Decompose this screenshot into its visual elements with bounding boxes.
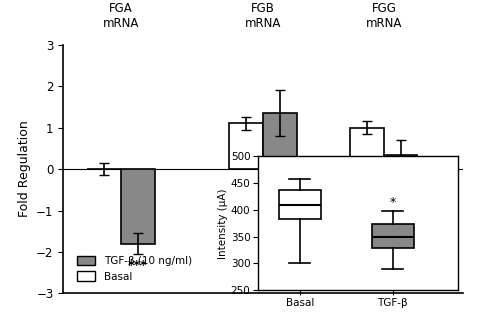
Legend: TGF-β (10 ng/ml), Basal: TGF-β (10 ng/ml), Basal <box>73 252 196 286</box>
Bar <box>350 128 384 169</box>
Text: FGA
mRNA: FGA mRNA <box>103 2 139 30</box>
Text: ***: *** <box>128 259 148 272</box>
Y-axis label: Fold Regulation: Fold Regulation <box>18 121 31 218</box>
Text: *: * <box>390 196 396 209</box>
Bar <box>263 113 297 169</box>
PathPatch shape <box>372 224 413 249</box>
Y-axis label: Intensity (μA): Intensity (μA) <box>218 188 228 259</box>
Bar <box>229 123 263 169</box>
Bar <box>384 155 417 169</box>
PathPatch shape <box>279 190 321 219</box>
Text: FGB
mRNA: FGB mRNA <box>245 2 281 30</box>
Bar <box>121 169 155 244</box>
Text: FGG
mRNA: FGG mRNA <box>366 2 402 30</box>
